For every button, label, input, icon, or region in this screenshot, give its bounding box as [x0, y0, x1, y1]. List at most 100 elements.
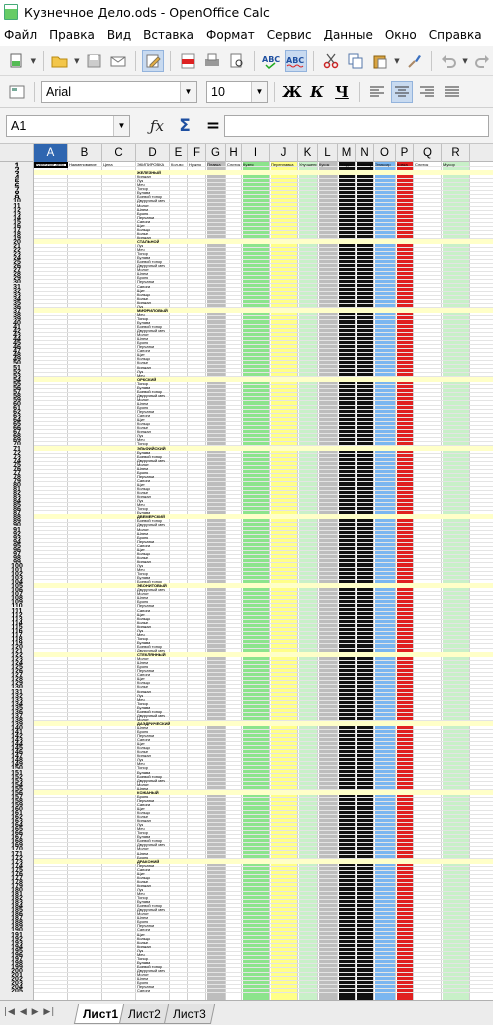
item-cell[interactable]: Щит — [137, 352, 145, 358]
row-header[interactable]: 138 — [11, 716, 23, 721]
item-cell[interactable]: Молот — [137, 267, 149, 273]
item-cell[interactable]: Щит — [137, 287, 145, 293]
item-cell[interactable]: Броня — [137, 854, 149, 860]
row-header[interactable]: 32 — [13, 287, 21, 292]
item-cell[interactable]: Щит — [137, 546, 145, 552]
row-header[interactable]: 184 — [11, 903, 23, 908]
item-cell[interactable]: Броня — [137, 469, 149, 475]
section-label[interactable]: СТЕКЛЯННЫЙ — [137, 652, 166, 658]
section-row[interactable] — [34, 445, 493, 451]
item-cell[interactable]: Перчатки — [137, 409, 155, 415]
item-cell[interactable]: Боевой топор — [137, 324, 163, 329]
item-cell[interactable]: Меч — [137, 891, 145, 896]
row-header[interactable]: 81 — [13, 486, 21, 491]
row-header[interactable]: 140 — [11, 724, 23, 729]
item-cell[interactable]: Меч — [137, 437, 145, 443]
row-header[interactable]: 158 — [11, 797, 23, 802]
row-header[interactable]: 122 — [11, 652, 23, 657]
row-header[interactable]: 148 — [11, 757, 23, 762]
font-name-combo[interactable]: Arial ▼ — [41, 80, 197, 103]
item-cell[interactable]: Броня — [137, 980, 149, 986]
row-header[interactable]: 199 — [11, 963, 23, 968]
row-header[interactable]: 50 — [13, 360, 21, 365]
item-cell[interactable]: Кольцо — [137, 291, 151, 297]
row-header[interactable]: 7 — [0, 186, 33, 190]
row-header[interactable]: 18 — [13, 230, 21, 235]
chevron-down-icon[interactable]: ▼ — [113, 115, 129, 136]
item-cell[interactable]: Топор — [137, 635, 148, 641]
justify-icon[interactable] — [441, 81, 463, 103]
row-header[interactable]: 10 — [13, 198, 21, 203]
item-cell[interactable]: Меч — [137, 631, 145, 637]
row-header[interactable]: 102 — [11, 571, 23, 576]
header-cell[interactable]: Кол-во — [171, 162, 184, 167]
section-label[interactable]: ДВЕМЕРСКИЙ — [137, 514, 166, 520]
row-header[interactable]: 167 — [11, 834, 23, 839]
item-cell[interactable]: Меч — [137, 247, 145, 253]
menu-format[interactable]: Формат — [206, 28, 255, 42]
header-cell[interactable]: Ресурс — [339, 162, 352, 167]
row-header[interactable]: 17 — [13, 226, 21, 231]
item-cell[interactable]: Топор — [137, 955, 148, 961]
item-cell[interactable]: Меч — [137, 311, 145, 317]
item-cell[interactable]: Перчатки — [137, 733, 155, 739]
item-cell[interactable]: Шлем — [137, 915, 148, 921]
item-cell[interactable]: Топор — [137, 830, 148, 836]
row-header[interactable]: 183 — [11, 899, 23, 904]
menu-tools[interactable]: Сервис — [266, 28, 312, 42]
item-cell[interactable]: Боевой топор — [137, 643, 163, 649]
row-header[interactable]: 98 — [13, 554, 21, 559]
row-header[interactable]: 150 — [11, 765, 23, 770]
item-cell[interactable]: Молот — [137, 972, 149, 977]
row-header[interactable]: 20 — [13, 238, 21, 243]
item-cell[interactable]: Перчатки — [137, 279, 155, 285]
row-header[interactable]: 146 — [11, 749, 23, 754]
row-header[interactable]: 151 — [11, 769, 23, 774]
item-cell[interactable]: Боевой топор — [137, 903, 163, 909]
item-cell[interactable]: Перчатки — [137, 797, 155, 803]
row-header[interactable]: 147 — [11, 753, 23, 758]
row-header[interactable]: 24 — [13, 255, 21, 260]
row-header[interactable]: 130 — [11, 684, 23, 689]
item-cell[interactable]: Кинжал — [137, 558, 152, 564]
row-header[interactable]: 48 — [13, 352, 21, 357]
row-header[interactable]: 165 — [11, 826, 23, 831]
item-cell[interactable]: Молот — [137, 911, 149, 917]
item-cell[interactable]: Двуручный меч — [137, 712, 166, 718]
row-header[interactable]: 42 — [13, 328, 21, 333]
item-cell[interactable]: Броня — [137, 534, 149, 540]
row-header[interactable]: 169 — [11, 842, 23, 847]
item-cell[interactable]: Лук — [137, 692, 144, 698]
item-cell[interactable]: Щит — [137, 222, 145, 228]
column-header-n[interactable]: N — [356, 144, 374, 162]
copy-icon[interactable] — [345, 50, 367, 72]
item-cell[interactable]: Шлем — [137, 465, 148, 471]
cut-icon[interactable] — [320, 50, 342, 72]
row-header[interactable]: 195 — [11, 947, 23, 952]
item-cell[interactable]: Меч — [137, 761, 145, 767]
row-header[interactable]: 79 — [13, 477, 21, 482]
item-cell[interactable]: Булава — [137, 899, 151, 905]
column-header-r[interactable]: R — [442, 144, 470, 162]
row-header[interactable]: 56 — [13, 384, 21, 389]
item-cell[interactable]: Колье — [137, 619, 149, 625]
item-cell[interactable]: Молот — [137, 656, 149, 662]
row-header[interactable]: 109 — [11, 599, 23, 604]
row-header[interactable]: 55 — [13, 380, 21, 385]
row-header[interactable]: 62 — [13, 409, 21, 414]
row-header[interactable]: 175 — [11, 866, 23, 871]
row-header[interactable]: 133 — [11, 696, 23, 701]
row-header[interactable]: 178 — [11, 878, 23, 883]
row-header[interactable]: 87 — [13, 510, 21, 515]
item-cell[interactable]: Булава — [137, 319, 151, 325]
undo-icon[interactable] — [438, 50, 460, 72]
row-header[interactable]: 39 — [13, 315, 21, 320]
column-header-m[interactable]: M — [338, 144, 356, 162]
column-header-l[interactable]: L — [318, 144, 338, 162]
item-cell[interactable]: Сапоги — [137, 218, 151, 224]
item-cell[interactable]: Шлем — [137, 336, 148, 342]
row-header[interactable]: 53 — [13, 372, 21, 377]
column-header-o[interactable]: O — [374, 144, 396, 162]
item-cell[interactable]: Боевой топор — [137, 518, 163, 524]
